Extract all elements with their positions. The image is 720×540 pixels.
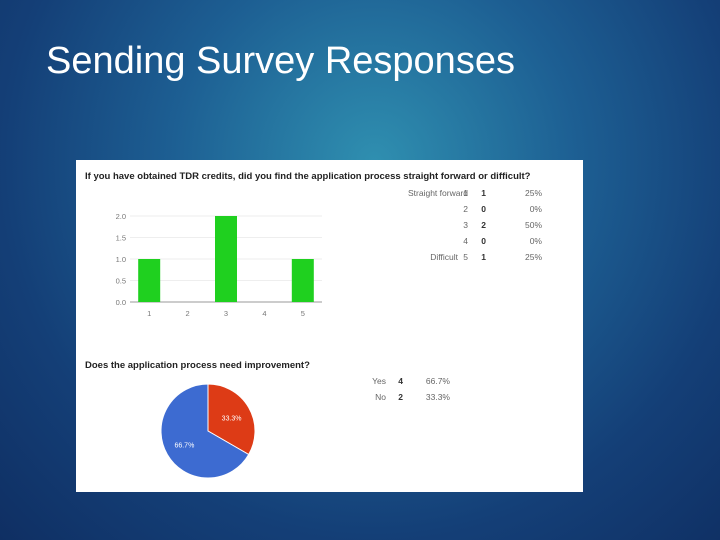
pie-slice	[207, 383, 256, 456]
row-percent: 25%	[524, 252, 542, 262]
bar	[291, 259, 314, 302]
pie-chart: 33.3% 66.7%	[160, 383, 256, 479]
row-count: 1	[481, 188, 486, 198]
row-count: 0	[481, 204, 486, 214]
slice-label: 66.7%	[174, 443, 194, 450]
row-count: 0	[481, 236, 486, 246]
row-percent: 0%	[529, 204, 542, 214]
bar	[138, 259, 161, 302]
row-label: Straight forward	[408, 188, 468, 198]
row-count: 1	[481, 252, 486, 262]
table-row: No 2 33.3%	[356, 392, 476, 408]
survey-results-panel: If you have obtained TDR credits, did yo…	[76, 160, 583, 492]
slice-label: 33.3%	[222, 415, 242, 422]
pie-slice	[160, 383, 250, 479]
bar-chart: 0.0 0.5 1.0 1.5 2.0 1 2 3 4 5	[116, 212, 322, 318]
x-tick-label: 2	[186, 309, 190, 318]
row-option: 2	[463, 204, 468, 214]
row-label: Difficult	[430, 252, 458, 262]
table-row: 3 2 50%	[376, 220, 556, 236]
row-count: 2	[481, 220, 486, 230]
pie-chart-table: Yes 4 66.7% No 2 33.3%	[356, 376, 476, 408]
slide-title: Sending Survey Responses	[46, 40, 515, 82]
bar	[215, 216, 237, 302]
row-option: 1	[463, 188, 468, 198]
row-label: Yes	[372, 376, 386, 386]
y-tick-label: 1.0	[116, 255, 126, 264]
row-percent: 50%	[524, 220, 542, 230]
table-row: 4 0 0%	[376, 236, 556, 252]
row-percent: 0%	[529, 236, 542, 246]
bar-chart-question: If you have obtained TDR credits, did yo…	[85, 171, 531, 182]
table-row: Difficult 5 1 25%	[376, 252, 556, 268]
row-percent: 25%	[524, 188, 542, 198]
row-percent: 33.3%	[425, 392, 450, 402]
x-tick-label: 1	[147, 309, 151, 318]
row-percent: 66.7%	[425, 376, 450, 386]
row-option: 5	[463, 252, 468, 262]
bar-chart-table: Straight forward 1 1 25% 2 0 0% 3 2 50% 4 0 0% Di…	[376, 188, 556, 268]
row-label: No	[375, 392, 386, 402]
row-count: 4	[398, 376, 403, 386]
y-tick-label: 0.5	[116, 277, 126, 286]
row-option: 4	[463, 236, 468, 246]
x-tick-label: 5	[301, 309, 305, 318]
table-row: 2 0 0%	[376, 204, 556, 220]
table-row: Straight forward 1 1 25%	[376, 188, 556, 204]
row-option: 3	[463, 220, 468, 230]
y-tick-label: 2.0	[116, 212, 126, 221]
row-count: 2	[398, 392, 403, 402]
pie-chart-question: Does the application process need improv…	[85, 360, 310, 371]
x-tick-label: 4	[262, 309, 266, 318]
y-tick-label: 1.5	[116, 234, 126, 243]
x-tick-label: 3	[224, 309, 228, 318]
y-tick-label: 0.0	[116, 298, 126, 307]
table-row: Yes 4 66.7%	[356, 376, 476, 392]
